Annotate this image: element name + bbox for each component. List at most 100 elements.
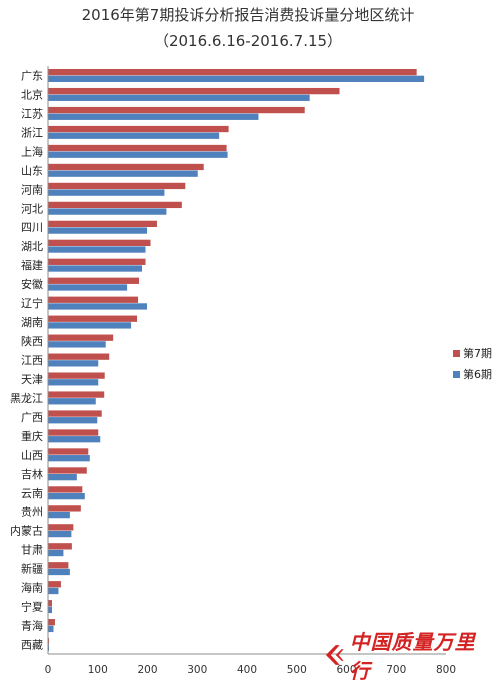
category-label: 黑龙江 [10,392,43,405]
bar-period-7 [48,467,87,474]
category-label: 新疆 [21,562,43,576]
bar-period-6 [48,265,143,272]
category-label: 陕西 [21,334,43,348]
legend-label: 第7期 [463,346,492,360]
category-labels: 广东北京江苏浙江上海山东河南河北四川湖北福建安徽辽宁湖南陕西江西天津黑龙江广西重… [10,69,43,651]
bar-period-7 [48,182,186,190]
bar-period-6 [48,341,106,348]
bar-period-6 [48,379,99,386]
bar-period-7 [48,505,81,512]
x-tick-label: 800 [436,664,456,676]
bar-period-7 [48,220,157,228]
category-label: 山东 [21,164,43,177]
category-label: 吉林 [21,467,43,481]
bar-period-6 [48,170,198,177]
bar-period-7 [48,372,105,379]
x-tick-labels: 0 100 200 300 400 500 600 700 800 [45,664,456,676]
bar-period-6 [48,94,310,101]
category-label: 广东 [21,69,43,82]
category-label: 云南 [21,487,43,500]
bar-period-7 [48,600,52,607]
bar-period-7 [48,315,138,322]
bar-period-6 [48,284,128,291]
category-label: 甘肃 [21,544,43,557]
bar-period-7 [48,144,227,152]
category-label: 山西 [21,449,43,462]
legend-label: 第6期 [463,367,492,381]
bar-period-7 [48,486,83,493]
x-tick-label: 100 [88,664,108,676]
bar-period-6 [48,208,167,215]
chart-subtitle: （2016.6.16-2016.7.15） [154,32,342,50]
category-label: 内蒙古 [10,524,43,538]
category-label: 河北 [21,202,43,215]
x-tick-label: 600 [336,664,356,676]
bar-period-7 [48,524,74,531]
x-tick-label: 500 [287,664,307,676]
bar-period-6 [48,625,54,633]
bar-period-7 [48,201,182,209]
category-label: 湖南 [21,316,43,329]
bar-period-6 [48,549,64,557]
bar-period-6 [48,568,70,576]
bar-period-6 [48,417,98,424]
bar-period-6 [48,511,70,519]
category-label: 安徽 [21,277,43,291]
bar-period-6 [48,492,85,500]
bar-period-6 [48,303,148,310]
bar-period-6 [48,587,59,595]
bar-period-6 [48,151,228,158]
chart-title: 2016年第7期投诉分析报告消费投诉量分地区统计 [82,6,415,24]
x-tick-label: 700 [386,664,406,676]
category-label: 浙江 [21,126,43,139]
bar-period-7 [48,68,417,76]
bar-period-6 [48,606,52,614]
bar-period-6 [48,189,165,196]
bar-period-7 [48,562,69,569]
legend-swatch [453,350,460,357]
bar-period-7 [48,619,55,626]
bar-period-6 [48,436,101,443]
bar-period-7 [48,334,114,341]
logo-mark-icon [325,645,344,665]
category-label: 西藏 [21,639,43,652]
category-label: 福建 [21,258,43,272]
category-label: 宁夏 [21,600,43,614]
bar-period-7 [48,581,61,588]
bar-period-6 [48,398,96,405]
bar-period-7 [48,106,305,114]
bar-period-7 [48,163,204,171]
category-label: 广西 [21,411,43,424]
bar-period-7 [48,277,140,284]
bar-period-7 [48,296,139,303]
bar-period-6 [48,360,99,367]
category-label: 江苏 [21,107,43,120]
category-label: 北京 [21,87,43,101]
bar-period-6 [48,75,425,82]
bar-period-6 [48,322,132,329]
category-label: 重庆 [21,429,43,443]
bar-period-7 [48,125,229,133]
category-label: 天津 [21,373,43,386]
bar-period-6 [48,474,77,481]
category-label: 海南 [21,581,43,595]
category-label: 贵州 [21,506,43,519]
bar-period-6 [48,530,72,538]
x-tick-label: 400 [237,664,257,676]
category-label: 四川 [21,221,43,234]
bar-period-6 [48,113,259,120]
bars-layer [48,68,425,652]
category-label: 上海 [21,144,43,158]
category-label: 辽宁 [21,296,43,310]
legend-swatch [453,371,460,378]
bar-period-6 [48,227,148,234]
bar-period-6 [48,644,49,652]
x-tick-label: 300 [187,664,207,676]
bar-period-7 [48,543,72,550]
bar-period-6 [48,455,90,462]
bar-period-7 [48,429,99,436]
bar-period-7 [48,87,340,95]
x-tick-label: 0 [45,664,52,676]
watermark-logo: 中国质量万里行 [322,630,494,683]
